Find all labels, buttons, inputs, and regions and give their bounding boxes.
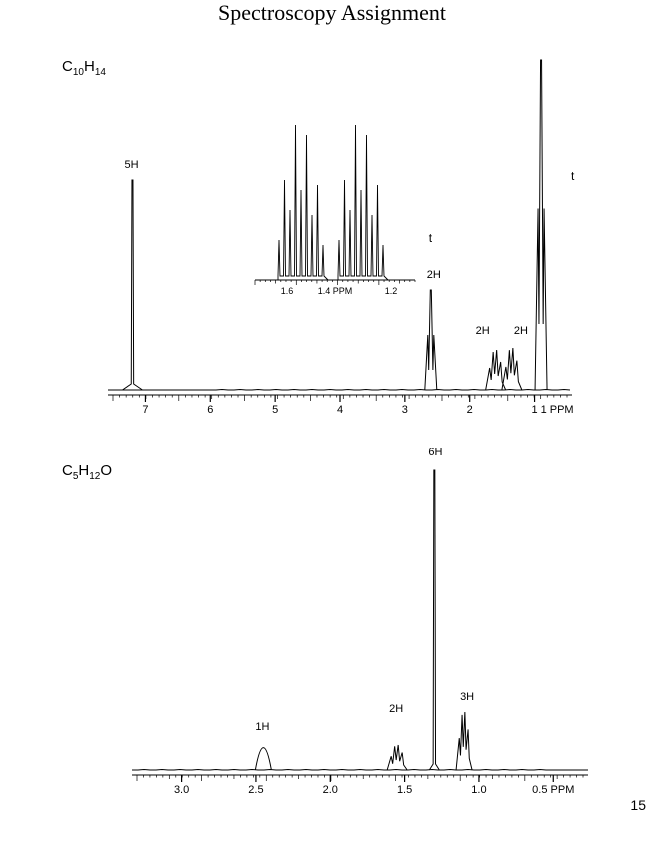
- svg-text:2H: 2H: [427, 269, 441, 281]
- formula-2-c: C: [62, 462, 73, 479]
- svg-text:0.5 PPM: 0.5 PPM: [532, 784, 574, 796]
- svg-text:2.0: 2.0: [323, 784, 338, 796]
- svg-text:5: 5: [272, 404, 278, 416]
- formula-1-c: C: [62, 58, 73, 75]
- svg-text:5H: 5H: [124, 159, 138, 171]
- spectrum-1: 5H2Ht2H2H3Ht76543211 PPM1.61.4 PPM1.2: [95, 55, 585, 425]
- svg-text:2H: 2H: [389, 703, 403, 715]
- svg-text:6H: 6H: [428, 448, 442, 458]
- spectrum-2: 1H 2H 6H 3H 3.0 2.5 2.0 1.5 1.0 0.5 PPM: [115, 448, 605, 803]
- svg-text:7: 7: [142, 404, 148, 416]
- svg-text:6: 6: [207, 404, 213, 416]
- svg-text:2: 2: [467, 404, 473, 416]
- svg-text:t: t: [571, 169, 575, 183]
- svg-text:2.5: 2.5: [248, 784, 263, 796]
- formula-1-sub1: 10: [73, 67, 84, 78]
- svg-text:1.4 PPM: 1.4 PPM: [318, 286, 353, 296]
- svg-text:3: 3: [402, 404, 408, 416]
- svg-text:1: 1: [532, 404, 538, 416]
- formula-2-sub2: 12: [89, 471, 100, 482]
- svg-text:t: t: [429, 231, 433, 245]
- svg-text:1.5: 1.5: [397, 784, 412, 796]
- formula-2-o: O: [100, 462, 112, 479]
- svg-text:1.6: 1.6: [281, 286, 294, 296]
- formula-2-h: H: [78, 462, 89, 479]
- svg-text:4: 4: [337, 404, 343, 416]
- page-title: Spectroscopy Assignment: [0, 0, 664, 26]
- page-number: 15: [630, 797, 646, 813]
- svg-text:2H: 2H: [514, 325, 528, 337]
- formula-2: C5H12O: [62, 462, 112, 482]
- svg-text:1.2: 1.2: [385, 286, 398, 296]
- svg-text:3H: 3H: [460, 691, 474, 703]
- svg-text:1.0: 1.0: [471, 784, 486, 796]
- svg-text:3.0: 3.0: [174, 784, 189, 796]
- svg-text:1 PPM: 1 PPM: [541, 404, 574, 416]
- formula-1-h: H: [84, 58, 95, 75]
- svg-text:2H: 2H: [476, 325, 490, 337]
- svg-text:1H: 1H: [255, 721, 269, 733]
